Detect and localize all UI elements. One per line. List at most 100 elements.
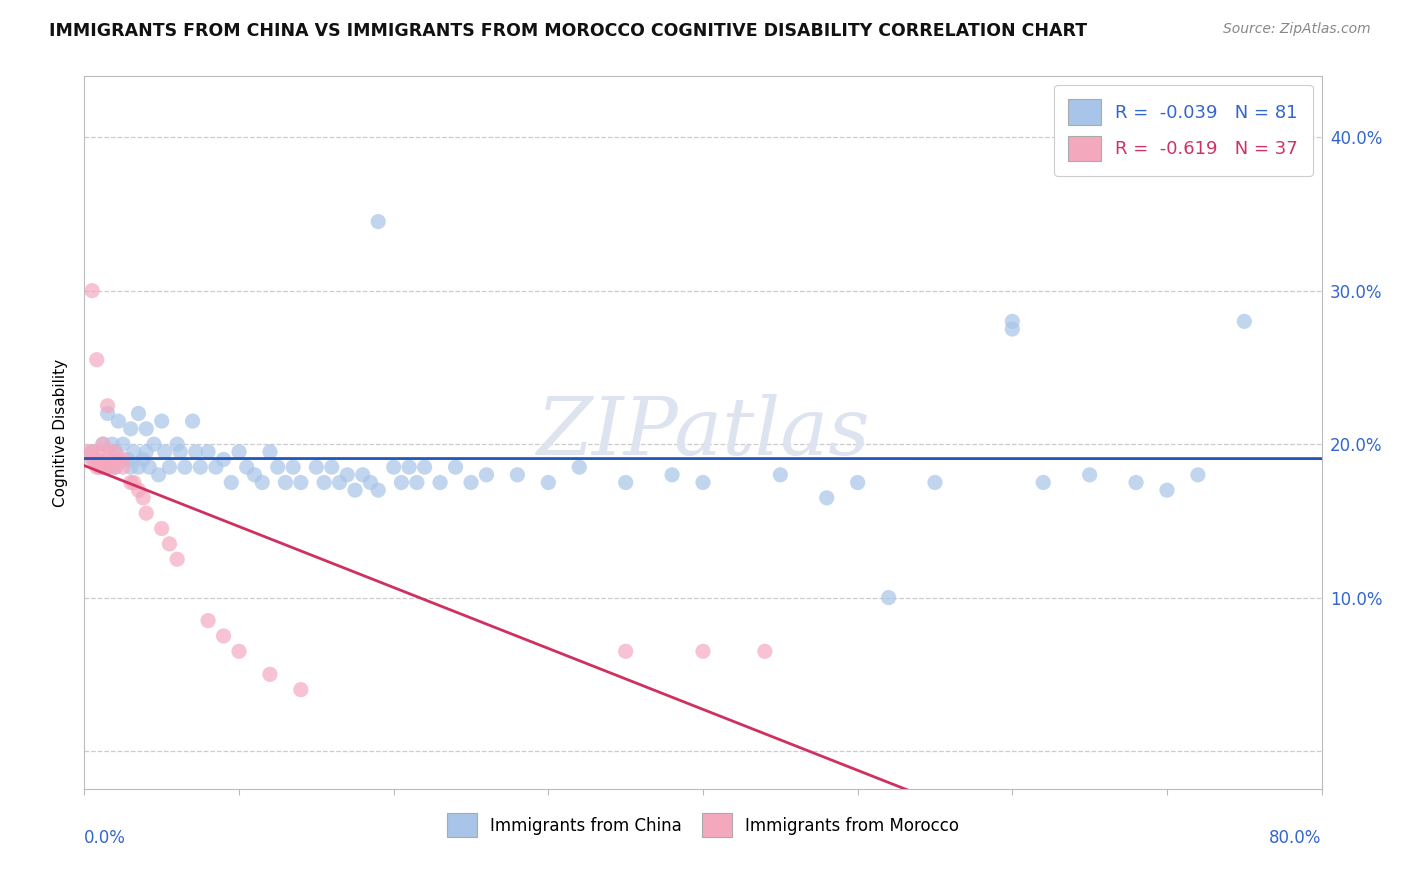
Point — [166, 437, 188, 451]
Point — [174, 460, 197, 475]
Text: Source: ZipAtlas.com: Source: ZipAtlas.com — [1223, 22, 1371, 37]
Point — [367, 483, 389, 498]
Point — [1187, 467, 1209, 482]
Point — [120, 475, 142, 490]
Point — [228, 445, 250, 459]
Point — [104, 460, 127, 475]
Point — [117, 452, 139, 467]
Point — [274, 475, 297, 490]
Point — [877, 591, 900, 605]
Point — [1001, 322, 1024, 336]
Point — [329, 475, 352, 490]
Point — [159, 460, 181, 475]
Point — [692, 644, 714, 658]
Point — [112, 452, 135, 467]
Point — [166, 552, 188, 566]
Point — [132, 491, 155, 505]
Point — [360, 475, 382, 490]
Point — [101, 437, 124, 451]
Point — [305, 460, 328, 475]
Point — [112, 460, 135, 475]
Point — [104, 460, 127, 475]
Point — [336, 467, 359, 482]
Point — [475, 467, 498, 482]
Point — [352, 467, 374, 482]
Point — [120, 422, 142, 436]
Point — [259, 445, 281, 459]
Point — [252, 475, 274, 490]
Point — [128, 406, 150, 420]
Point — [754, 644, 776, 658]
Point — [82, 452, 104, 467]
Point — [128, 460, 150, 475]
Point — [1125, 475, 1147, 490]
Point — [86, 452, 108, 467]
Point — [228, 644, 250, 658]
Point — [153, 445, 176, 459]
Point — [1233, 314, 1256, 328]
Point — [197, 445, 219, 459]
Point — [97, 452, 120, 467]
Point — [148, 467, 170, 482]
Point — [107, 414, 129, 428]
Point — [506, 467, 529, 482]
Point — [91, 437, 114, 451]
Text: IMMIGRANTS FROM CHINA VS IMMIGRANTS FROM MOROCCO COGNITIVE DISABILITY CORRELATIO: IMMIGRANTS FROM CHINA VS IMMIGRANTS FROM… — [49, 22, 1087, 40]
Text: 80.0%: 80.0% — [1270, 829, 1322, 847]
Point — [135, 422, 157, 436]
Point — [321, 460, 343, 475]
Point — [97, 399, 120, 413]
Point — [197, 614, 219, 628]
Point — [97, 460, 120, 475]
Point — [97, 406, 120, 420]
Point — [212, 452, 235, 467]
Point — [143, 437, 166, 451]
Point — [236, 460, 259, 475]
Point — [184, 445, 207, 459]
Y-axis label: Cognitive Disability: Cognitive Disability — [53, 359, 69, 507]
Point — [406, 475, 429, 490]
Text: 0.0%: 0.0% — [84, 829, 127, 847]
Point — [290, 475, 312, 490]
Point — [128, 483, 150, 498]
Point — [815, 491, 838, 505]
Point — [283, 460, 305, 475]
Point — [89, 445, 111, 459]
Point — [444, 460, 467, 475]
Point — [1001, 314, 1024, 328]
Point — [205, 460, 228, 475]
Point — [98, 445, 121, 459]
Point — [132, 452, 155, 467]
Point — [1078, 467, 1101, 482]
Point — [135, 445, 157, 459]
Point — [692, 475, 714, 490]
Point — [398, 460, 420, 475]
Point — [391, 475, 413, 490]
Point — [614, 475, 637, 490]
Point — [122, 445, 145, 459]
Point — [101, 460, 124, 475]
Legend: Immigrants from China, Immigrants from Morocco: Immigrants from China, Immigrants from M… — [439, 805, 967, 846]
Point — [344, 483, 367, 498]
Point — [188, 460, 212, 475]
Point — [104, 445, 127, 459]
Point — [212, 629, 235, 643]
Point — [290, 682, 312, 697]
Point — [1156, 483, 1178, 498]
Point — [83, 452, 105, 467]
Point — [82, 284, 104, 298]
Point — [846, 475, 869, 490]
Point — [429, 475, 451, 490]
Point — [104, 445, 127, 459]
Point — [413, 460, 436, 475]
Point — [86, 352, 108, 367]
Point — [181, 414, 204, 428]
Point — [159, 537, 181, 551]
Point — [537, 475, 560, 490]
Text: ZIPatlas: ZIPatlas — [536, 394, 870, 471]
Point — [86, 460, 108, 475]
Point — [267, 460, 290, 475]
Point — [661, 467, 683, 482]
Point — [243, 467, 266, 482]
Point — [112, 437, 135, 451]
